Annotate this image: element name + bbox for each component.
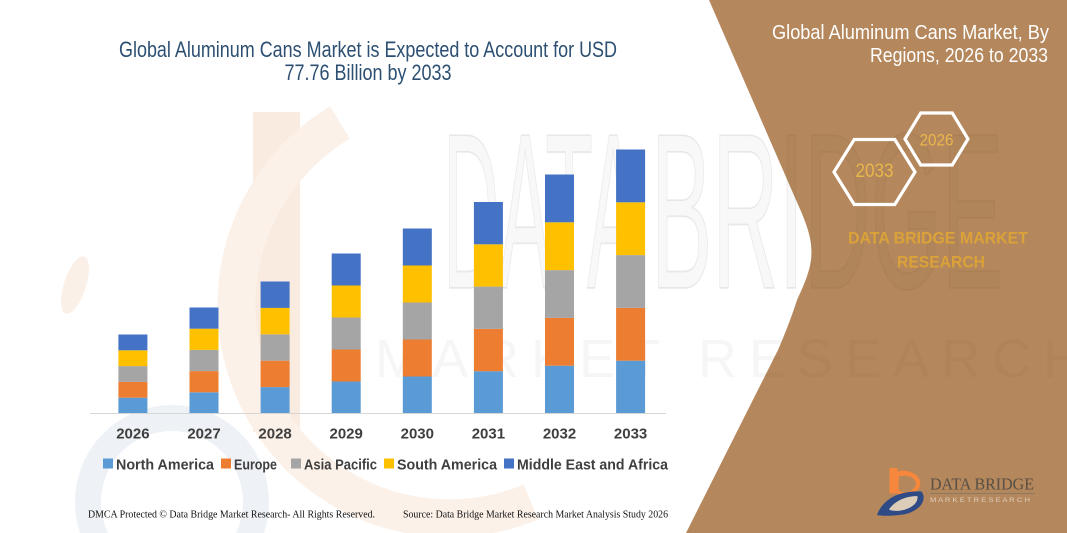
svg-text:DATA BRIDGE MARKET: DATA BRIDGE MARKET	[848, 230, 1028, 248]
svg-text:Europe: Europe	[234, 457, 277, 474]
svg-text:Source: Data Bridge Market Res: Source: Data Bridge Market Research Mark…	[403, 509, 668, 521]
svg-text:2033: 2033	[856, 161, 894, 182]
svg-text:2027: 2027	[187, 425, 220, 442]
svg-text:2030: 2030	[401, 425, 434, 442]
svg-text:2026: 2026	[116, 425, 149, 442]
svg-text:2028: 2028	[258, 425, 291, 442]
svg-text:DATA: DATA	[443, 88, 639, 336]
svg-text:M A R K E T R E S E A R C H: M A R K E T R E S E A R C H	[930, 498, 1030, 504]
svg-text:DMCA Protected © Data Bridge M: DMCA Protected © Data Bridge Market Rese…	[88, 509, 375, 521]
svg-text:Asia Pacific: Asia Pacific	[304, 457, 377, 474]
svg-text:2031: 2031	[472, 425, 505, 442]
svg-text:North America: North America	[116, 457, 215, 474]
svg-text:2033: 2033	[614, 425, 647, 442]
svg-text:2026: 2026	[920, 132, 954, 150]
svg-text:RESEARCH: RESEARCH	[897, 254, 985, 272]
svg-text:DATA BRIDGE: DATA BRIDGE	[930, 475, 1034, 494]
svg-text:Global Aluminum Cans Market, B: Global Aluminum Cans Market, By	[772, 21, 1050, 44]
svg-text:Regions, 2026 to 2033: Regions, 2026 to 2033	[870, 44, 1048, 67]
svg-text:77.76 Billion by 2033: 77.76 Billion by 2033	[285, 60, 452, 85]
svg-text:Global Aluminum Cans Market is: Global Aluminum Cans Market is Expected …	[119, 37, 617, 62]
svg-text:2029: 2029	[330, 425, 363, 442]
svg-text:2032: 2032	[543, 425, 576, 442]
svg-text:Middle East and Africa: Middle East and Africa	[517, 457, 669, 474]
svg-text:South America: South America	[397, 457, 498, 474]
